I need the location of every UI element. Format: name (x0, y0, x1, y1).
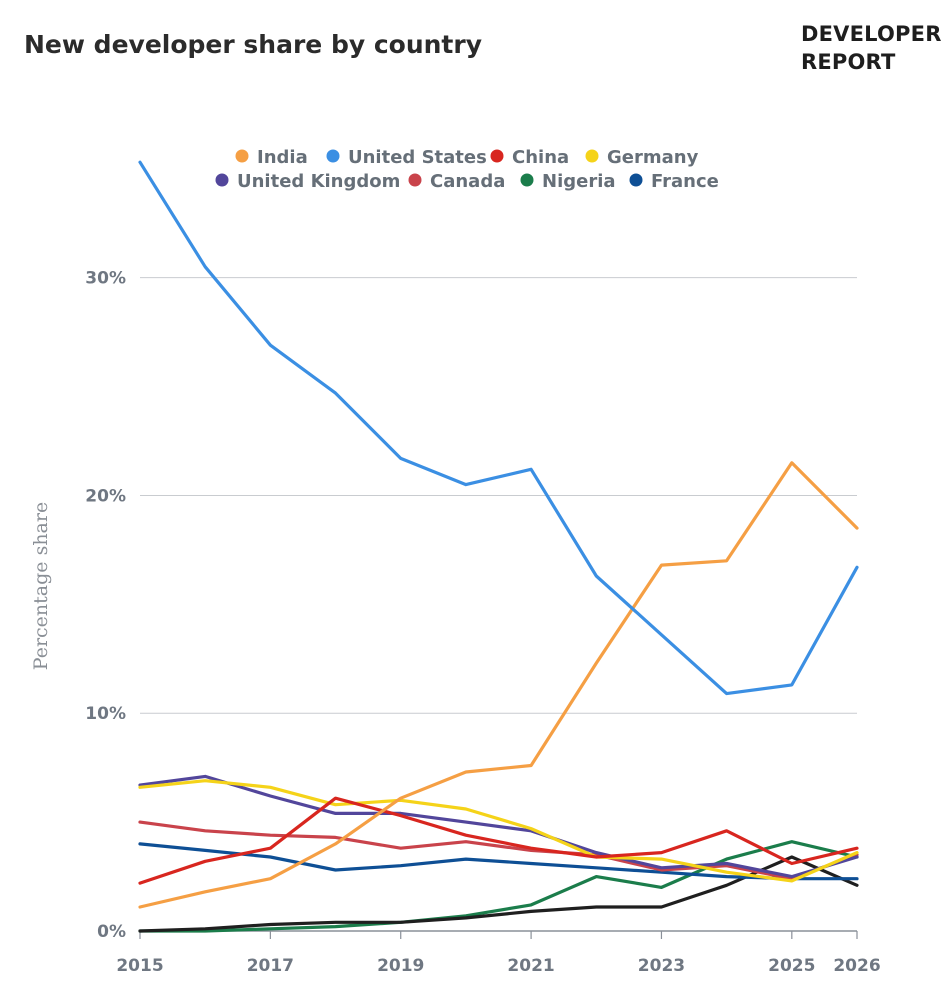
y-axis-label: Percentage share (30, 502, 52, 670)
brand-line-1: DEVELOPER (801, 22, 942, 46)
legend-label: Germany (607, 147, 699, 168)
series-line-india (138, 461, 859, 909)
legend-item-france[interactable]: France (629, 171, 719, 192)
x-tick-label: 2017 (247, 956, 294, 976)
legend-item-united-kingdom[interactable]: United Kingdom (215, 171, 401, 192)
legend-marker (215, 173, 229, 187)
x-axis: 2015 2017 2019 2021 2023 2025 2026 (116, 931, 881, 976)
legend-item-china[interactable]: China (490, 147, 570, 168)
brand-logo: DEVELOPER REPORT (801, 20, 942, 76)
y-tick-label: 10% (85, 704, 126, 724)
legend-marker (408, 173, 422, 187)
legend-marker (585, 149, 599, 163)
chart-title: New developer share by country (24, 30, 483, 59)
legend-item-germany[interactable]: Germany (585, 147, 699, 168)
legend-item-canada[interactable]: Canada (408, 171, 506, 192)
series-line-france (138, 842, 859, 881)
legend-marker (326, 149, 340, 163)
series-line-germany (138, 779, 859, 883)
legend-label: Canada (430, 171, 505, 192)
series-line-nigeria (138, 840, 859, 933)
series-line-united-states (138, 160, 859, 696)
series-line-canada (138, 820, 859, 881)
x-tick-label: 2023 (638, 956, 685, 976)
legend-label: India (257, 147, 308, 168)
legend-item-india[interactable]: India (235, 147, 308, 168)
legend-marker (235, 149, 249, 163)
series-line-united-kingdom (138, 774, 859, 879)
brand-line-2: REPORT (801, 50, 896, 74)
y-tick-label: 0% (97, 922, 126, 942)
x-tick-label: 2025 (768, 956, 815, 976)
series-lines (138, 160, 859, 933)
legend: India United States China Germany United Kin… (215, 147, 719, 192)
x-tick-label: 2021 (507, 956, 554, 976)
legend-marker (520, 173, 534, 187)
legend-label: Nigeria (542, 171, 616, 192)
legend-label: United Kingdom (237, 171, 400, 192)
x-tick-label: 2019 (377, 956, 424, 976)
series-line-china (138, 796, 859, 885)
y-axis: 0% 10% 20% 30% (85, 269, 126, 942)
legend-marker (629, 173, 643, 187)
legend-label: France (651, 171, 719, 192)
legend-marker (490, 149, 504, 163)
legend-label: China (512, 147, 569, 168)
gridlines (140, 277, 857, 932)
legend-label: United States (348, 147, 487, 168)
legend-item-nigeria[interactable]: Nigeria (520, 171, 616, 192)
series-line-unlabeled (138, 855, 859, 933)
x-tick-label: 2026 (833, 956, 880, 976)
x-tick-label: 2015 (116, 956, 163, 976)
legend-item-united-states[interactable]: United States (326, 147, 487, 168)
y-tick-label: 20% (85, 486, 126, 506)
y-tick-label: 30% (85, 269, 126, 289)
